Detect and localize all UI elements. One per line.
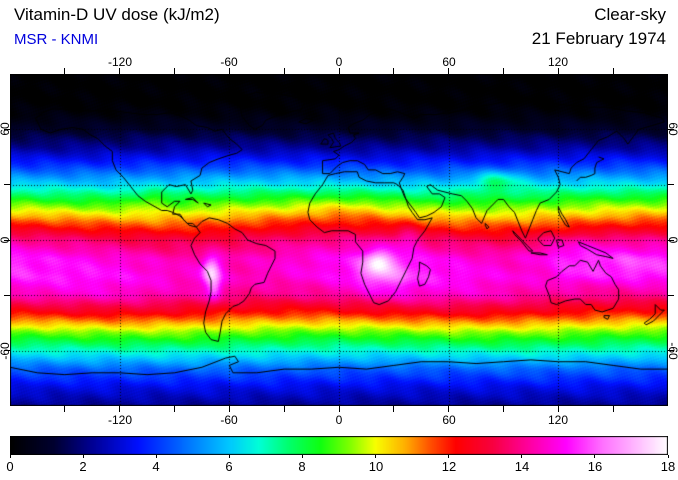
axis-tick [668,239,674,241]
axis-tick [393,406,395,412]
axis-tick [393,68,395,74]
axis-tick [155,455,157,458]
axis-tick [503,406,504,412]
sky-condition-label: Clear-sky [594,5,666,24]
lon-tick-label-top: -60 [220,55,238,69]
axis-tick [174,68,175,74]
axis-tick [9,455,11,458]
colorbar-tick-label: 18 [660,459,676,474]
axis-tick [283,68,285,74]
axis-tick [64,406,66,412]
axis-tick [521,455,523,458]
colorbar-tick-label: 4 [152,459,160,474]
axis-tick [228,406,230,412]
axis-tick [557,406,559,412]
axis-tick [338,406,340,412]
axis-tick [4,184,10,186]
axis-tick [668,184,674,186]
axis-tick [594,455,596,458]
axis-tick [283,406,285,412]
axis-tick [612,406,614,412]
figure-source: MSR - KNMI [14,31,99,48]
colorbar-tick-label: 8 [298,459,306,474]
axis-tick [668,294,674,296]
axis-tick [375,455,377,458]
lon-tick-label-top: 60 [442,55,456,69]
figure-date: 21 February 1974 [531,29,666,48]
axis-tick [4,239,10,241]
colorbar-tick-label: 2 [79,459,87,474]
colorbar-tick-label: 6 [225,459,233,474]
axis-tick [4,128,10,130]
colorbar-tick-label: 16 [587,459,603,474]
axis-tick [4,350,10,352]
colorbar-tick-label: 12 [441,459,457,474]
figure-title: Vitamin-D UV dose (kJ/m2) [14,5,220,24]
lon-tick-label-top: 120 [547,55,569,69]
axis-tick [668,128,674,130]
axis-tick [557,68,559,74]
uv-dose-heatmap-canvas [10,74,668,406]
lon-tick-label-top: 0 [335,55,343,69]
axis-tick [668,350,674,352]
lon-tick-label-bottom: -60 [220,413,238,427]
axis-tick [64,68,66,74]
axis-tick [228,455,230,458]
axis-tick [338,68,340,74]
axis-tick [119,68,121,74]
colorbar-tick-label: 10 [368,459,384,474]
lon-tick-label-bottom: 0 [335,413,343,427]
axis-tick [119,406,121,412]
axis-tick [503,68,504,74]
colorbar-tick-label: 0 [6,459,14,474]
axis-tick [174,406,175,412]
lon-tick-label-bottom: -120 [107,413,133,427]
axis-tick [4,294,10,296]
colorbar-tick-label: 14 [514,459,530,474]
axis-tick [667,455,669,458]
axis-tick [448,406,450,412]
axis-tick [228,68,230,74]
axis-tick [448,68,450,74]
colorbar-canvas [10,436,668,455]
lon-tick-label-bottom: 120 [547,413,569,427]
axis-tick [612,68,614,74]
axis-tick [448,455,450,458]
axis-tick [301,455,303,458]
axis-tick [82,455,84,458]
lon-tick-label-top: -120 [107,55,133,69]
lon-tick-label-bottom: 60 [442,413,456,427]
